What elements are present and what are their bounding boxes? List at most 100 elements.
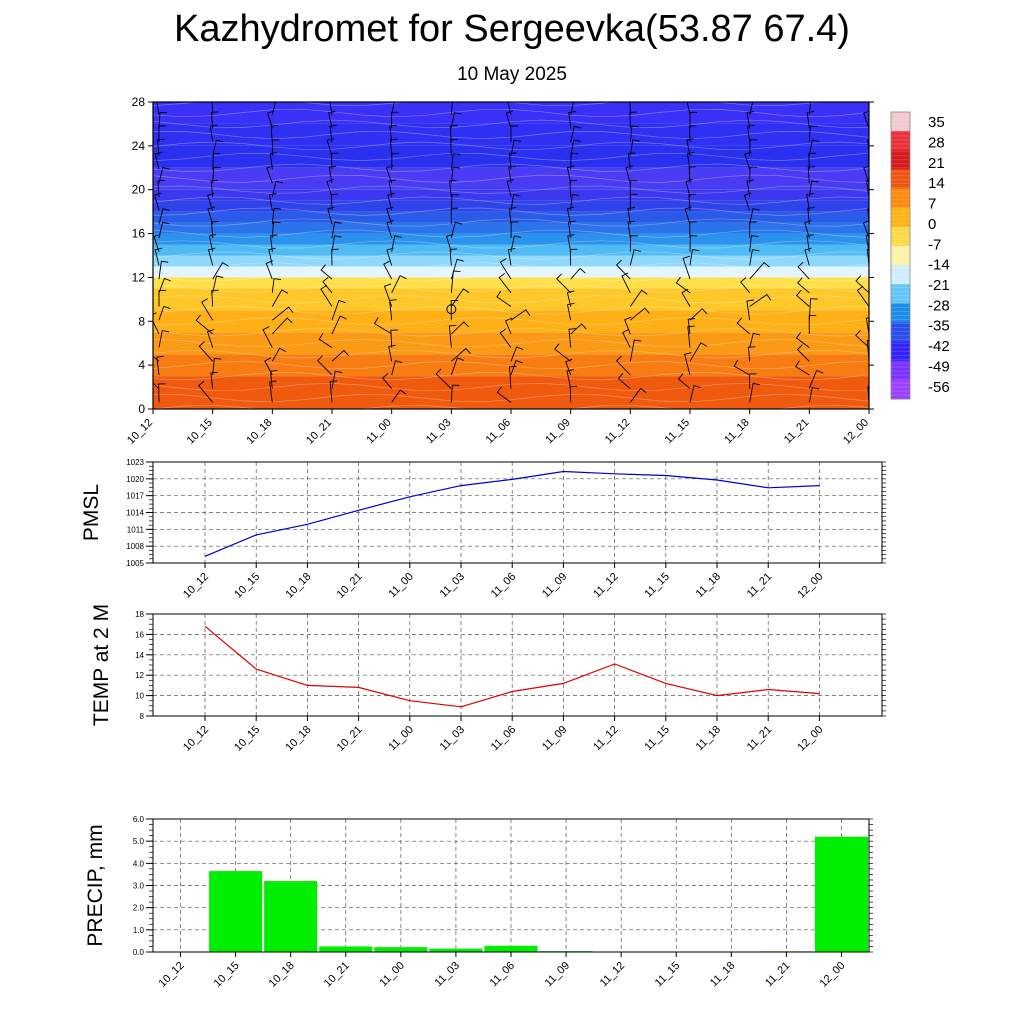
y-tick-label: 4.0 <box>133 859 145 868</box>
wind-barb <box>749 166 758 184</box>
colorbar-label: -28 <box>928 297 950 314</box>
wind-barb <box>629 289 648 307</box>
heatmap-x-tick-label: 11_15 <box>663 417 693 447</box>
contour-line-19 <box>153 196 869 205</box>
y-tick-label: 6.0 <box>133 815 145 824</box>
heatmap-band-14 <box>153 167 869 190</box>
wind-barb <box>391 360 403 376</box>
wind-barb <box>158 277 172 293</box>
wind-barb <box>158 208 170 225</box>
x-tick-label: 11_03 <box>433 960 463 990</box>
wind-barb <box>318 333 333 348</box>
colorbar-label: 14 <box>928 175 945 192</box>
wind-barb <box>736 317 750 335</box>
wind-barb <box>630 307 650 321</box>
wind-barb <box>868 387 869 389</box>
wind-barb <box>808 152 816 170</box>
precip-bar-10_18 <box>264 881 318 952</box>
wind-barb <box>207 206 215 225</box>
wind-barb <box>498 272 512 294</box>
wind-barb <box>684 352 692 376</box>
wind-barb <box>450 194 460 211</box>
wind-barb <box>566 369 574 389</box>
colorbar-label: -7 <box>928 236 941 253</box>
wind-barb <box>808 139 820 156</box>
y-tick-label: 12 <box>135 671 144 680</box>
wind-barb <box>510 139 522 156</box>
wind-barb <box>688 166 697 184</box>
heatmap-x-tick-label: 12_00 <box>841 417 871 447</box>
wind-barb <box>271 347 287 362</box>
wind-barb <box>331 315 347 335</box>
wind-barb <box>624 316 632 335</box>
heatmap-band-2 <box>153 332 869 355</box>
colorbar-segment-5 <box>891 207 910 228</box>
x-tick-label: 10_15 <box>212 960 242 990</box>
wind-barb <box>386 220 394 239</box>
wind-barb <box>158 290 166 307</box>
x-tick-label: 11_21 <box>763 960 793 990</box>
wind-barb <box>507 247 516 266</box>
wind-barb <box>629 235 638 252</box>
x-tick-label: 11_18 <box>694 724 724 754</box>
wind-barb <box>687 318 696 334</box>
wind-barb <box>198 341 214 362</box>
wind-barb <box>622 328 631 348</box>
wind-barb <box>208 234 217 252</box>
contour-line-7 <box>153 328 869 337</box>
wind-barb <box>808 125 818 143</box>
y-tick-label: 0.0 <box>133 948 145 957</box>
wind-barb <box>570 194 580 211</box>
x-tick-label: 11_18 <box>694 571 724 601</box>
x-tick-label: 11_15 <box>653 960 683 990</box>
heatmap-x-tick-label: 11_18 <box>722 417 752 447</box>
colorbar-label: 0 <box>928 216 936 233</box>
heatmap-y-tick-label: 16 <box>132 227 146 241</box>
wind-barb <box>808 369 824 389</box>
colorbar-label: -35 <box>928 318 950 335</box>
heatmap-x-tick-label: 11_03 <box>424 417 454 447</box>
colorbar-segment-11 <box>891 322 910 343</box>
wind-barb <box>621 272 631 294</box>
colorbar-label: -21 <box>928 277 950 294</box>
wind-barb <box>198 380 214 403</box>
wind-barb <box>796 344 810 362</box>
colorbar-label: 35 <box>928 114 945 131</box>
x-tick-label: 10_12 <box>157 960 187 990</box>
heatmap-x-tick-label: 10_18 <box>244 417 274 447</box>
wind-barb <box>212 261 229 280</box>
colorbar-segment-13 <box>891 360 910 381</box>
wind-barb <box>264 357 273 376</box>
wind-barb <box>868 111 869 115</box>
wind-barb <box>566 302 575 321</box>
wind-barb <box>331 299 346 321</box>
wind-barb <box>271 180 284 197</box>
x-tick-label: 11_21 <box>745 571 775 601</box>
y-tick-label: 2.0 <box>133 904 145 913</box>
wind-barb <box>689 125 697 143</box>
heatmap-band-11 <box>153 211 869 223</box>
x-tick-label: 11_15 <box>642 724 672 754</box>
heatmap-x-tick-label: 10_21 <box>304 417 334 447</box>
wind-barb <box>270 125 279 143</box>
colorbar-segment-0 <box>891 112 910 132</box>
x-tick-label: 11_03 <box>438 724 468 754</box>
wind-barb <box>450 321 470 335</box>
wind-barb <box>331 221 342 239</box>
wind-barb <box>570 139 581 156</box>
wind-barb <box>746 110 754 129</box>
calm-wind-circle <box>446 304 457 315</box>
wind-barb <box>863 110 869 129</box>
y-tick-label: 8 <box>140 712 145 721</box>
wind-barb <box>268 193 277 211</box>
wind-barb <box>628 152 636 170</box>
wind-barb <box>510 194 521 211</box>
wind-barb <box>270 234 278 252</box>
wind-barb <box>510 235 522 252</box>
x-tick-label: 10_15 <box>232 724 262 754</box>
y-tick-label: 10 <box>135 692 144 701</box>
wind-barb <box>806 111 815 129</box>
wind-barb <box>331 349 349 362</box>
wind-barb <box>749 139 758 156</box>
wind-barb <box>331 248 339 266</box>
